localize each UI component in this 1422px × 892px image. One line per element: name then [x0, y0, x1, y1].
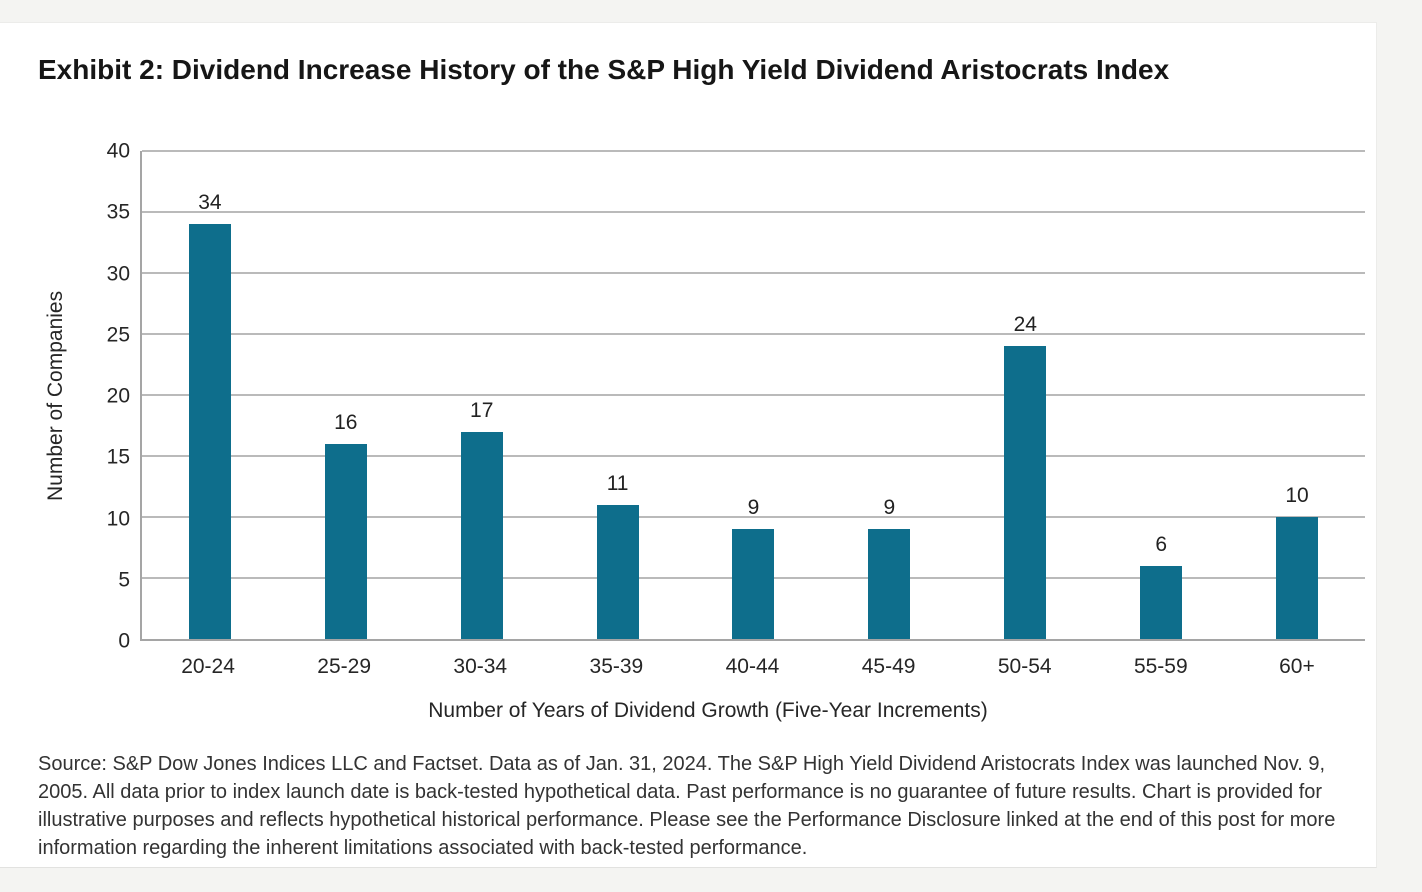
bar-value-label: 17 [470, 398, 494, 422]
bar-slot: 34 [142, 151, 278, 639]
source-note: Source: S&P Dow Jones Indices LLC and Fa… [38, 753, 1336, 859]
gridline [142, 150, 1365, 152]
bar-value-label: 11 [606, 471, 629, 495]
x-tick-label: 50-54 [997, 655, 1052, 678]
y-axis-tick-labels: 0 5 10 15 20 25 30 35 40 [40, 141, 130, 652]
bar-30-34 [460, 431, 503, 639]
y-tick-label: 15 [106, 445, 130, 469]
chart-title: Exhibit 2: Dividend Increase History of … [38, 54, 1170, 85]
x-tick-label: 40-44 [725, 655, 780, 678]
y-tick-label: 5 [118, 568, 130, 592]
bar-slot: 16 [278, 151, 414, 639]
chart-panel: Exhibit 2: Dividend Increase History of … [0, 22, 1377, 868]
bar-value-label: 10 [1285, 484, 1309, 507]
x-axis-labels: 20-24 25-29 30-34 35-39 40-44 45-49 50-54 55-59… [140, 655, 1365, 683]
x-tick-label: 35-39 [589, 655, 644, 678]
bar-slot: 9 [821, 151, 957, 639]
bar-slot: 11 [550, 151, 686, 639]
plot-area: 34 16 17 11 9 9 24 6 10 [140, 150, 1365, 641]
bar-35-39 [596, 504, 639, 639]
bar-value-label: 6 [1155, 532, 1167, 556]
bar-slot: 10 [1229, 151, 1365, 639]
bar-value-label: 24 [1013, 313, 1037, 337]
bar-25-29 [324, 443, 367, 639]
x-tick-label: 55-59 [1133, 655, 1188, 678]
bar-slot: 6 [1093, 151, 1229, 639]
x-tick-label: 45-49 [861, 655, 916, 678]
bar-value-label: 9 [747, 496, 760, 520]
x-tick-label: 20-24 [181, 655, 235, 678]
bar-20-24 [188, 224, 231, 639]
bar-slot: 24 [957, 151, 1093, 639]
bar-55-59 [1140, 565, 1183, 639]
bar-40-44 [732, 529, 775, 639]
bar-value-label: 16 [334, 410, 358, 434]
bar-45-49 [868, 529, 911, 639]
bar-50-54 [1004, 346, 1047, 639]
gridline [142, 272, 1365, 274]
bar-slot: 17 [414, 151, 550, 639]
x-axis-title: Number of Years of Dividend Growth (Five… [428, 699, 988, 722]
gridline [142, 394, 1365, 396]
x-tick-label: 30-34 [453, 655, 508, 678]
gridline [142, 455, 1365, 457]
y-tick-label: 35 [106, 200, 130, 224]
gridline [142, 516, 1365, 518]
y-tick-label: 30 [106, 262, 130, 285]
x-tick-label: 60+ [1279, 655, 1315, 678]
y-tick-label: 25 [106, 323, 130, 347]
y-tick-label: 0 [118, 629, 130, 653]
bar-slot: 9 [686, 151, 822, 639]
x-tick-label: 25-29 [317, 655, 372, 678]
bar-value-label: 9 [883, 496, 896, 520]
y-tick-label: 10 [106, 507, 130, 530]
bar-value-label: 34 [198, 191, 222, 215]
y-tick-label: 40 [106, 139, 130, 163]
y-tick-label: 20 [106, 384, 130, 408]
gridline [142, 211, 1365, 213]
gridline [142, 333, 1365, 335]
bar-60+ [1276, 517, 1319, 639]
